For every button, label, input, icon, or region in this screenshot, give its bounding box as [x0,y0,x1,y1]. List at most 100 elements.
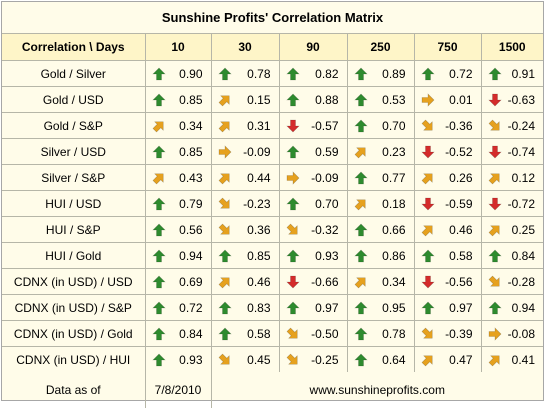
arrow-up-icon [151,353,166,367]
arrow-up-icon [420,249,435,263]
correlation-cell: -0.36 [413,112,482,139]
correlation-value: 0.34 [179,118,203,133]
correlation-value: 0.72 [179,300,203,315]
pair-label: Silver / S&P [2,164,146,191]
correlation-value: 0.83 [247,300,271,315]
correlation-cell: -0.08 [480,320,543,347]
arrow-up-icon [151,327,166,341]
corner-header: Correlation \ Days [2,34,146,61]
correlation-cell: 0.70 [278,190,348,217]
correlation-value: 0.79 [179,196,203,211]
correlation-value: 0.85 [179,144,203,159]
arrow-up-right-icon [218,275,232,289]
correlation-value: 0.95 [382,300,406,315]
arrow-down-right-icon [421,327,435,341]
arrow-up-icon [151,67,166,81]
correlation-value: 0.85 [247,248,271,263]
correlation-value: -0.28 [507,274,535,289]
correlation-value: 0.78 [247,66,271,81]
header-row: Correlation \ Days 10 30 90 250 750 1500 [2,34,543,61]
correlation-cell: 0.84 [480,242,543,269]
correlation-value: 0.91 [511,66,535,81]
arrow-down-icon [487,197,502,211]
correlation-value: -0.24 [507,118,535,133]
correlation-cell: 0.41 [480,346,543,372]
correlation-cell: 0.47 [413,346,482,372]
pair-label: Gold / USD [2,86,146,113]
correlation-cell: 0.72 [413,60,482,87]
arrow-up-icon [353,119,368,133]
arrow-up-right-icon [354,197,368,211]
footer-row: Data as of 7/8/2010 www.sunshineprofits.… [2,372,543,408]
correlation-value: 0.72 [449,66,473,81]
arrow-up-right-icon [421,171,435,185]
correlation-value: 0.58 [247,326,271,341]
arrow-up-icon [353,327,368,341]
correlation-cell: 0.25 [480,216,543,243]
arrow-right-icon [488,326,502,341]
days-header-1500: 1500 [480,34,543,61]
arrow-down-right-icon [286,353,300,367]
matrix-row: CDNX (in USD) / S&P 0.72 0.83 0.97 0.95 0.97 0… [2,294,543,321]
pair-label: CDNX (in USD) / HUI [2,346,146,372]
data-date: 7/8/2010 [144,372,212,408]
correlation-value: -0.66 [311,274,339,289]
correlation-value: 0.66 [382,222,406,237]
correlation-value: 0.31 [247,118,271,133]
correlation-cell: 0.84 [144,320,212,347]
arrow-up-icon [487,249,502,263]
website-link[interactable]: www.sunshineprofits.com [210,372,543,408]
arrow-down-right-icon [218,353,232,367]
correlation-value: -0.56 [445,274,473,289]
correlation-value: 0.47 [449,352,473,367]
days-header-750: 750 [413,34,482,61]
correlation-cell: 0.44 [210,164,280,191]
correlation-value: 0.56 [179,222,203,237]
correlation-value: -0.25 [311,352,339,367]
correlation-cell: 0.46 [210,268,280,295]
correlation-value: 0.15 [247,92,271,107]
data-as-of-label: Data as of [2,372,146,408]
correlation-cell: 0.59 [278,138,348,165]
correlation-value: 0.93 [315,248,339,263]
correlation-cell: 0.78 [346,320,415,347]
correlation-value: 0.77 [382,170,406,185]
arrow-up-icon [285,197,300,211]
correlation-cell: 0.34 [346,268,415,295]
arrow-up-icon [217,249,232,263]
correlation-cell: 0.58 [413,242,482,269]
arrow-up-right-icon [152,171,166,185]
arrow-up-icon [420,301,435,315]
arrow-down-right-icon [488,119,502,133]
correlation-cell: -0.74 [480,138,543,165]
correlation-cell: 0.66 [346,216,415,243]
correlation-value: -0.74 [507,144,535,159]
correlation-cell: 0.85 [210,242,280,269]
correlation-value: -0.09 [243,144,271,159]
correlation-cell: 0.26 [413,164,482,191]
correlation-value: 0.34 [382,274,406,289]
arrow-up-icon [285,145,300,159]
correlation-value: -0.09 [311,170,339,185]
pair-label: Gold / Silver [2,60,146,87]
correlation-cell: -0.72 [480,190,543,217]
correlation-cell: 0.85 [144,86,212,113]
correlation-cell: 0.90 [144,60,212,87]
correlation-value: 0.01 [449,92,473,107]
correlation-cell: 0.36 [210,216,280,243]
correlation-cell: -0.28 [480,268,543,295]
correlation-cell: 0.88 [278,86,348,113]
arrow-up-icon [151,275,166,289]
correlation-cell: -0.52 [413,138,482,165]
correlation-cell: 0.12 [480,164,543,191]
arrow-up-right-icon [218,119,232,133]
correlation-value: -0.36 [445,118,473,133]
correlation-cell: -0.59 [413,190,482,217]
arrow-up-icon [353,67,368,81]
arrow-down-icon [420,275,435,289]
correlation-value: 0.43 [179,170,203,185]
correlation-value: 0.41 [511,352,535,367]
matrix-body: Gold / Silver 0.90 0.78 0.82 0.89 0.72 0.91 Gol… [2,60,543,372]
arrow-up-icon [217,327,232,341]
